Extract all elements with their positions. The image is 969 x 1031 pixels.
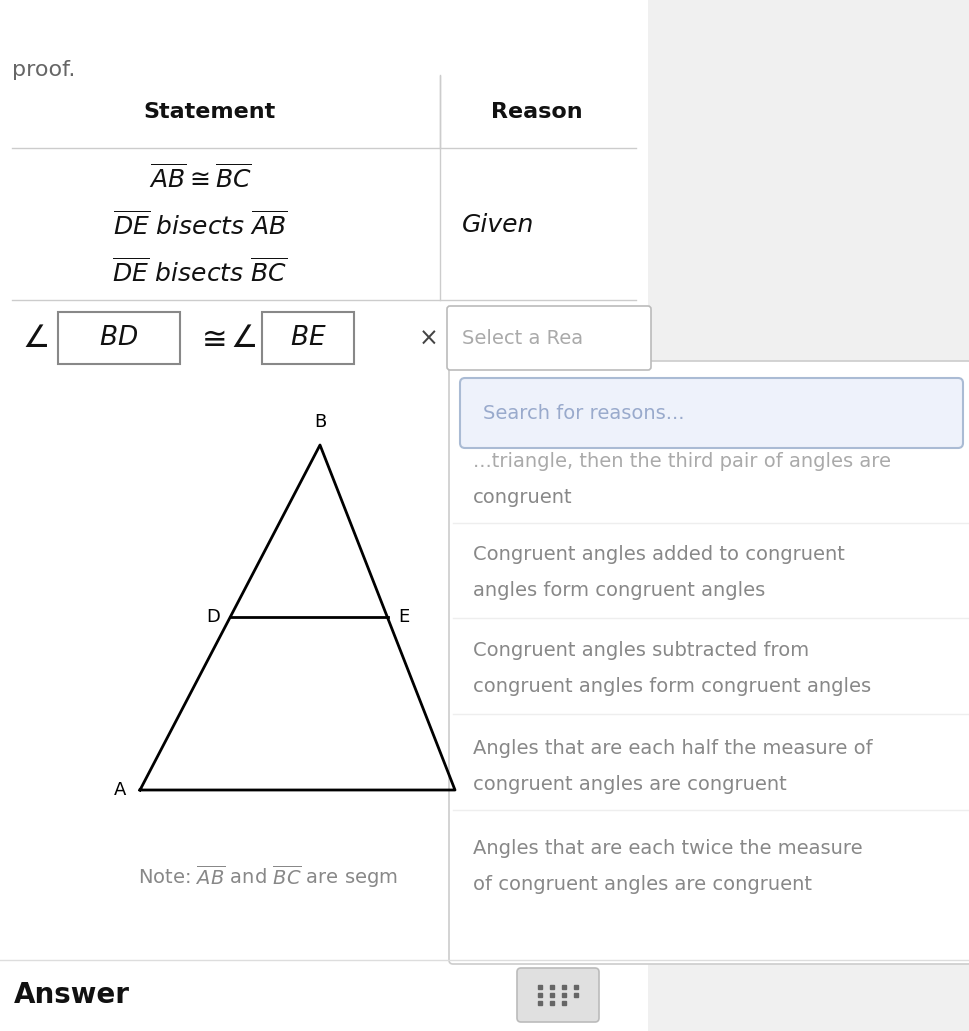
Text: Answer: Answer — [14, 982, 130, 1009]
Text: Search for reasons...: Search for reasons... — [483, 403, 684, 423]
Text: congruent: congruent — [473, 488, 572, 506]
Text: $\times$: $\times$ — [418, 326, 436, 350]
Text: $\cong$: $\cong$ — [196, 324, 226, 353]
FancyBboxPatch shape — [262, 312, 354, 364]
Text: Given: Given — [461, 213, 534, 237]
FancyBboxPatch shape — [447, 306, 650, 370]
Text: D: D — [205, 608, 220, 626]
Text: $\angle$: $\angle$ — [230, 324, 256, 353]
Text: Note: $\overline{AB}$ and $\overline{BC}$ are segm: Note: $\overline{AB}$ and $\overline{BC}… — [138, 864, 397, 891]
Text: $\overline{DE}$ bisects $\overline{AB}$: $\overline{DE}$ bisects $\overline{AB}$ — [112, 210, 287, 239]
Text: of congruent angles are congruent: of congruent angles are congruent — [473, 874, 811, 894]
Text: $\mathit{BE}$: $\mathit{BE}$ — [290, 325, 326, 351]
FancyBboxPatch shape — [516, 968, 599, 1022]
Text: congruent angles are congruent: congruent angles are congruent — [473, 774, 786, 794]
FancyBboxPatch shape — [647, 0, 969, 1031]
FancyBboxPatch shape — [0, 0, 647, 1031]
Text: B: B — [314, 413, 326, 431]
Text: Select a Rea: Select a Rea — [461, 329, 582, 347]
FancyBboxPatch shape — [449, 361, 969, 964]
Text: proof.: proof. — [12, 60, 76, 80]
Text: Congruent angles subtracted from: Congruent angles subtracted from — [473, 641, 808, 661]
Text: A: A — [113, 781, 126, 799]
Text: ...triangle, then the third pair of angles are: ...triangle, then the third pair of angl… — [473, 452, 891, 470]
FancyBboxPatch shape — [459, 378, 962, 448]
Text: Angles that are each half the measure of: Angles that are each half the measure of — [473, 738, 872, 758]
Text: $\overline{DE}$ bisects $\overline{BC}$: $\overline{DE}$ bisects $\overline{BC}$ — [112, 258, 288, 287]
Text: angles form congruent angles: angles form congruent angles — [473, 581, 765, 600]
FancyBboxPatch shape — [58, 312, 180, 364]
Text: Reason: Reason — [490, 102, 582, 122]
Text: E: E — [397, 608, 409, 626]
Text: $\overline{AB} \cong \overline{BC}$: $\overline{AB} \cong \overline{BC}$ — [148, 164, 251, 193]
Text: $\mathit{BD}$: $\mathit{BD}$ — [100, 325, 139, 351]
Text: Congruent angles added to congruent: Congruent angles added to congruent — [473, 544, 844, 564]
Text: $\angle$: $\angle$ — [22, 324, 47, 353]
Text: Angles that are each twice the measure: Angles that are each twice the measure — [473, 838, 861, 858]
Text: congruent angles form congruent angles: congruent angles form congruent angles — [473, 677, 870, 697]
Text: Statement: Statement — [143, 102, 276, 122]
